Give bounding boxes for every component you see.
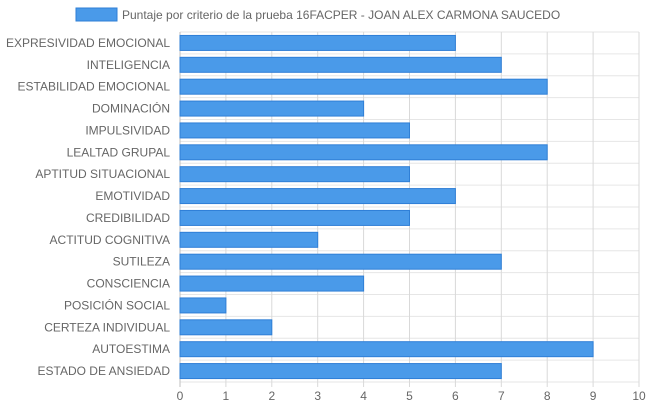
- bar[interactable]: [179, 363, 502, 380]
- category-label: ACTITUD COGNITIVA: [50, 233, 170, 247]
- bar[interactable]: [179, 56, 502, 73]
- x-tick-label: 8: [544, 389, 551, 403]
- x-tick-label: 1: [223, 389, 230, 403]
- category-label: ESTADO DE ANSIEDAD: [38, 364, 171, 378]
- x-tick-label: 3: [314, 389, 321, 403]
- bar[interactable]: [179, 144, 548, 161]
- bar[interactable]: [179, 209, 410, 226]
- category-label: POSICIÓN SOCIAL: [64, 297, 170, 312]
- chart-legend[interactable]: Puntaje por criterio de la prueba 16FACP…: [75, 7, 560, 22]
- bar[interactable]: [179, 253, 502, 270]
- bar[interactable]: [179, 275, 365, 292]
- category-label: EXPRESIVIDAD EMOCIONAL: [6, 36, 170, 50]
- legend-label[interactable]: Puntaje por criterio de la prueba 16FACP…: [122, 8, 560, 22]
- x-tick-label: 7: [498, 389, 505, 403]
- bar[interactable]: [179, 100, 365, 117]
- bar[interactable]: [179, 341, 594, 358]
- category-label: DOMINACIÓN: [92, 101, 170, 116]
- x-tick-label: 2: [268, 389, 275, 403]
- bar[interactable]: [179, 188, 456, 205]
- category-label: CREDIBILIDAD: [86, 211, 170, 225]
- chart-grid: [179, 31, 640, 387]
- category-label: LEALTAD GRUPAL: [67, 145, 171, 159]
- x-tick-label: 10: [632, 389, 646, 403]
- category-label: APTITUD SITUACIONAL: [35, 167, 170, 181]
- chart-bars: [179, 34, 594, 380]
- category-labels: EXPRESIVIDAD EMOCIONAL INTELIGENCIA ESTABI…: [6, 36, 170, 378]
- bar[interactable]: [179, 319, 273, 336]
- x-tick-label: 6: [452, 389, 459, 403]
- category-label: EMOTIVIDAD: [95, 189, 170, 203]
- bar[interactable]: [179, 297, 227, 314]
- legend-swatch[interactable]: [75, 7, 118, 22]
- x-axis-tick-labels: 0 1 2 3 4 5 6 7 8 9 10: [177, 389, 646, 403]
- x-tick-label: 0: [177, 389, 184, 403]
- bar[interactable]: [179, 78, 548, 95]
- category-label: CONSCIENCIA: [87, 277, 170, 291]
- category-label: CERTEZA INDIVIDUAL: [44, 320, 170, 334]
- x-tick-label: 5: [406, 389, 413, 403]
- bar[interactable]: [179, 231, 319, 248]
- category-label: ESTABILIDAD EMOCIONAL: [18, 80, 171, 94]
- category-label: AUTOESTIMA: [92, 342, 170, 356]
- x-tick-label: 9: [590, 389, 597, 403]
- category-label: SUTILEZA: [113, 255, 170, 269]
- bar[interactable]: [179, 122, 410, 139]
- bar[interactable]: [179, 34, 456, 51]
- x-tick-label: 4: [360, 389, 367, 403]
- category-label: INTELIGENCIA: [87, 58, 170, 72]
- bar[interactable]: [179, 166, 410, 183]
- category-label: IMPULSIVIDAD: [85, 123, 170, 137]
